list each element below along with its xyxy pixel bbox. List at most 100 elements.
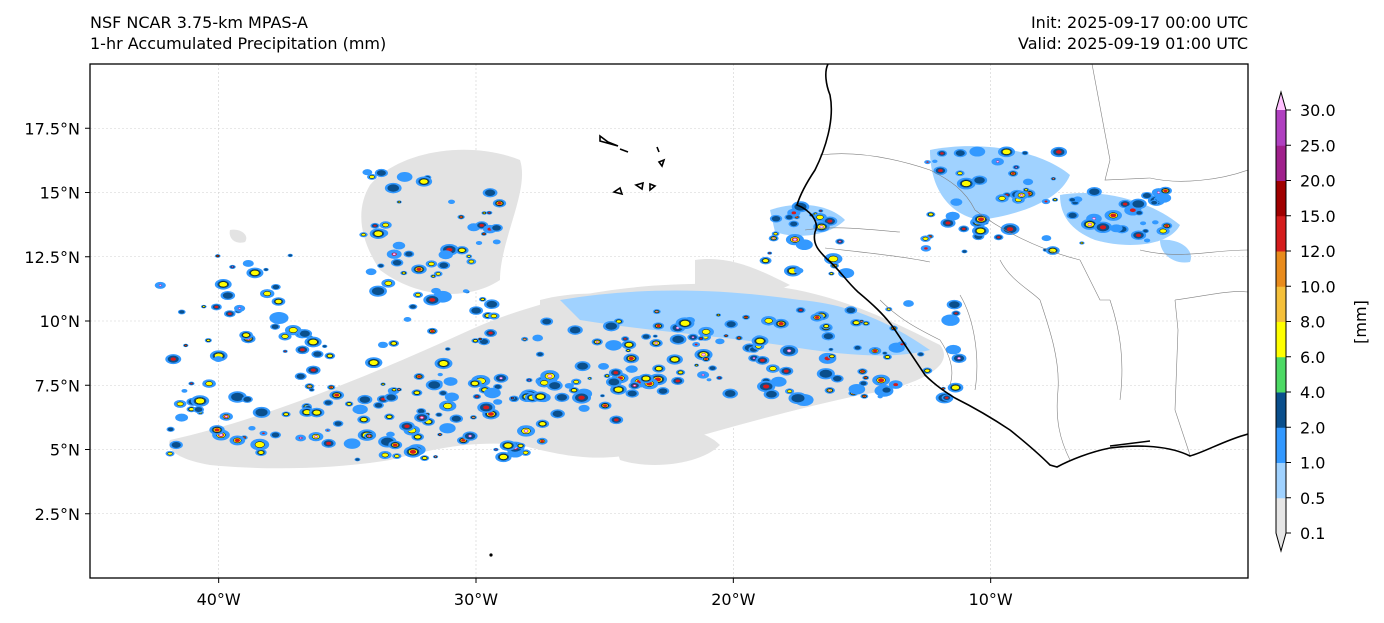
precip-cell [868, 346, 882, 355]
precip-cell [821, 332, 836, 341]
precip-cell [763, 389, 780, 400]
colorbar-extend-max [1276, 92, 1286, 110]
precip-cell [390, 387, 398, 393]
precip-cell [1014, 190, 1029, 200]
precip-cell [872, 374, 890, 386]
precip-cell [771, 231, 780, 237]
precip-cell [362, 169, 373, 176]
colorbar-level-label: 15.0 [1300, 207, 1336, 226]
precip-cell [532, 391, 549, 402]
precip-cell [694, 363, 700, 367]
precip-cell [903, 300, 914, 307]
precip-cell [233, 304, 246, 312]
precip-cell [761, 316, 777, 326]
precip-cell [462, 289, 469, 293]
precip-cell [550, 409, 565, 419]
precip-cell [169, 440, 183, 450]
precip-cell [950, 198, 963, 206]
precip-cell [309, 407, 325, 418]
precip-cell [390, 258, 404, 267]
precip-cell [793, 267, 804, 274]
precip-cell [697, 336, 705, 341]
precip-cell [922, 367, 933, 374]
precip-cell [380, 382, 386, 386]
precip-cell [475, 241, 483, 246]
precip-cell [882, 354, 892, 360]
precip-cell [278, 332, 292, 341]
precip-cell [857, 368, 868, 375]
precip-cell [490, 223, 503, 232]
precip-cell [437, 372, 443, 377]
precip-cell [698, 326, 714, 337]
precip-cell [1130, 230, 1147, 241]
precip-cell [412, 291, 424, 298]
precip-cell [818, 209, 824, 213]
precip-cell [425, 379, 443, 391]
precip-cell [369, 228, 387, 239]
colorbar-bin [1276, 110, 1286, 146]
precip-cell [377, 263, 385, 268]
precip-cell [858, 380, 868, 387]
precip-cell [1012, 164, 1020, 170]
precip-cell [260, 289, 275, 299]
precip-cell [357, 394, 373, 405]
precip-cell [308, 388, 315, 392]
precip-cell [824, 387, 836, 394]
precip-cell [766, 364, 780, 373]
precip-cell [352, 404, 368, 415]
precip-cell [521, 336, 529, 342]
precip-cell [177, 309, 186, 315]
precip-cell [466, 258, 477, 265]
colorbar-level-label: 0.1 [1300, 524, 1325, 543]
lat-tick-label: 7.5°N [35, 376, 80, 395]
precip-cell [483, 387, 501, 399]
precip-cell [1041, 235, 1052, 242]
precip-cell [492, 239, 501, 245]
precip-cell [190, 395, 210, 407]
precip-cell [365, 268, 377, 276]
precip-cell [924, 160, 931, 165]
precip-cell [828, 347, 834, 351]
precip-cell [656, 387, 670, 396]
precip-cell [1135, 210, 1144, 216]
precip-cell [488, 312, 500, 320]
precip-cell [438, 390, 448, 396]
precip-cell [471, 338, 480, 344]
lat-tick-label: 12.5°N [24, 248, 80, 267]
colorbar-level-label: 1.0 [1300, 454, 1325, 473]
precip-cell [242, 260, 254, 267]
precip-cell [250, 438, 270, 451]
precip-cell [773, 318, 789, 329]
precip-cell [722, 388, 738, 399]
precip-cell [165, 354, 182, 365]
precip-cell [239, 330, 253, 340]
precip-cell [493, 373, 509, 383]
precip-cell [652, 364, 666, 373]
precip-cell [936, 150, 948, 157]
precip-cell [1068, 197, 1077, 203]
precip-cell [768, 235, 779, 242]
country-borders [804, 64, 1248, 461]
precip-cell [457, 214, 465, 220]
precip-cell [1050, 146, 1068, 158]
precip-cell [623, 353, 640, 364]
precip-cell [229, 435, 246, 446]
precip-cell [779, 366, 794, 376]
precip-cell [384, 413, 395, 421]
precip-cell [535, 419, 550, 428]
precip-cell [598, 401, 612, 410]
precip-cell [495, 451, 512, 463]
precip-cell [625, 389, 639, 398]
precip-cell [605, 340, 622, 351]
precip-cell [282, 349, 288, 353]
precip-cell [295, 434, 307, 442]
map-panel[interactable] [89, 63, 1249, 579]
precip-cell [517, 425, 536, 437]
precip-cell [492, 199, 507, 208]
precip-cell [332, 420, 344, 427]
precip-cell [525, 378, 533, 383]
precip-cell [785, 233, 804, 246]
precip-cell [219, 412, 233, 421]
precip-cell [323, 399, 334, 406]
precip-cell [735, 335, 743, 341]
